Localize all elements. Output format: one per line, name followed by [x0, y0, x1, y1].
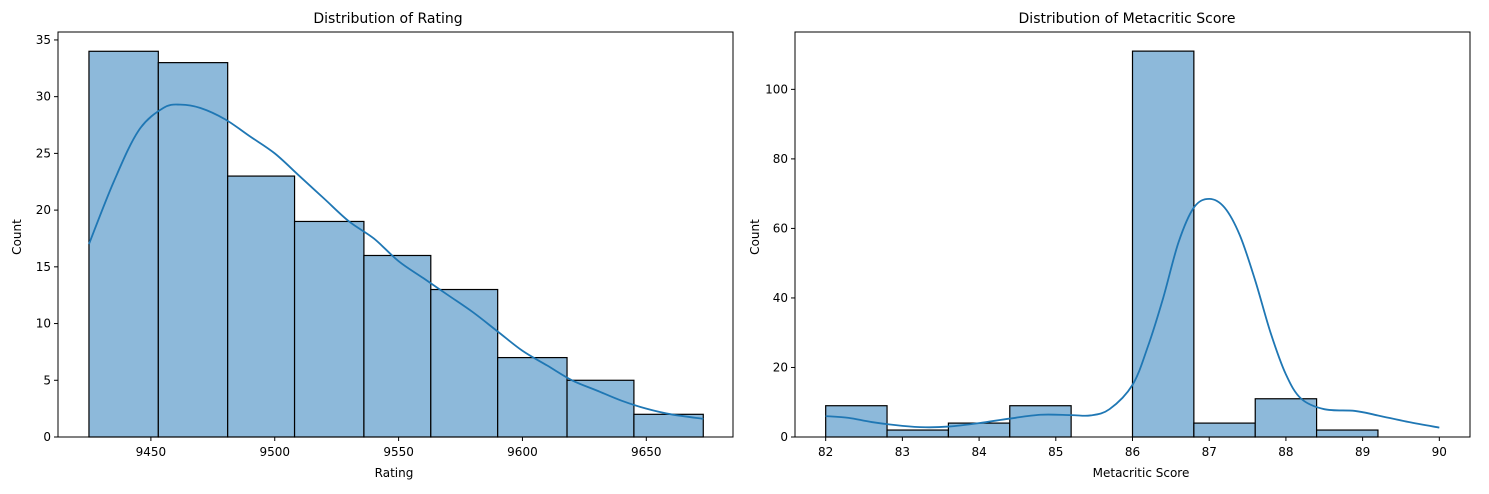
bars [825, 50, 1379, 438]
metacritic-histogram: Distribution of Metacritic Score 0 20 40 60… [748, 11, 1471, 480]
histogram-bar [1009, 405, 1072, 438]
y-tick-label: 100 [765, 82, 788, 96]
x-tick-label: 9650 [631, 445, 662, 459]
y-axis-label: Count [10, 219, 24, 255]
histogram-bar [1254, 398, 1318, 438]
y-tick-label: 30 [36, 90, 51, 104]
y-tick-label: 20 [773, 360, 788, 374]
kde-curve [88, 103, 704, 420]
y-tick-label: 20 [36, 203, 51, 217]
histogram-bar [1131, 50, 1195, 438]
x-tick-label: 9550 [383, 445, 414, 459]
x-tick-label: 85 [1048, 445, 1063, 459]
y-tick-label: 10 [36, 317, 51, 331]
y-tick-label: 80 [773, 152, 788, 166]
kde-line [825, 197, 1440, 429]
histogram-bar [430, 288, 499, 438]
chart-title: Distribution of Metacritic Score [1019, 11, 1236, 27]
histogram-bar [88, 50, 159, 438]
histogram-bar [1315, 429, 1379, 438]
histogram-bar [886, 429, 950, 438]
x-tick-label: 86 [1125, 445, 1140, 459]
x-tick-label: 87 [1202, 445, 1217, 459]
x-tick-label: 9600 [507, 445, 538, 459]
histogram-bar [497, 356, 568, 438]
y-tick-label: 0 [43, 430, 51, 444]
x-tick-label: 90 [1432, 445, 1447, 459]
y-tick-label: 40 [773, 291, 788, 305]
histogram-bar [227, 175, 296, 438]
y-tick-label: 5 [43, 373, 51, 387]
plot-frame [794, 31, 1471, 438]
histogram-bar [293, 220, 365, 438]
bars [88, 50, 704, 438]
x-tick-label: 9450 [136, 445, 167, 459]
y-ticks: 0 20 40 60 80 100 [765, 82, 795, 444]
x-tick-label: 83 [895, 445, 910, 459]
y-ticks: 0 5 10 15 20 25 30 35 [36, 33, 58, 444]
kde-line [88, 103, 704, 420]
y-tick-label: 60 [773, 221, 788, 235]
y-tick-label: 35 [36, 33, 51, 47]
x-tick-label: 88 [1278, 445, 1293, 459]
x-tick-label: 9500 [259, 445, 290, 459]
chart-title: Distribution of Rating [313, 11, 462, 27]
histogram-bar [157, 62, 229, 438]
histogram-bar [363, 254, 432, 438]
x-axis-label: Rating [375, 466, 414, 480]
y-tick-label: 15 [36, 260, 51, 274]
x-tick-label: 84 [971, 445, 986, 459]
histogram-bar [566, 379, 635, 438]
x-tick-label: 82 [818, 445, 833, 459]
histogram-bar [825, 405, 888, 438]
plot-frame [57, 31, 734, 438]
kde-curve [825, 197, 1440, 429]
histogram-bar [1193, 422, 1256, 438]
y-tick-label: 25 [36, 146, 51, 160]
y-axis-label: Count [748, 219, 762, 255]
y-tick-label: 0 [780, 430, 788, 444]
x-tick-label: 89 [1355, 445, 1370, 459]
x-axis-label: Metacritic Score [1093, 466, 1190, 480]
x-ticks: 82 83 84 85 86 87 88 89 90 [818, 437, 1447, 459]
x-ticks: 9450 9500 9550 9600 9650 [136, 437, 662, 459]
rating-histogram: Distribution of Rating 0 5 10 15 20 25 30 35 94… [10, 11, 734, 480]
